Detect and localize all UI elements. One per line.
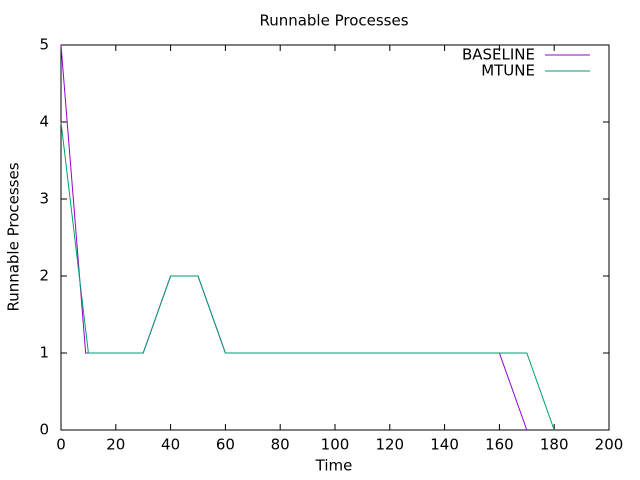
legend-label: MTUNE xyxy=(481,62,535,80)
x-tick-label: 60 xyxy=(216,436,235,454)
x-tick-label: 120 xyxy=(375,436,404,454)
y-tick-label: 4 xyxy=(39,113,49,131)
y-axis-label: Runnable Processes xyxy=(5,162,23,311)
series-line xyxy=(60,44,528,431)
y-tick-label: 5 xyxy=(39,36,49,54)
x-tick-label: 80 xyxy=(271,436,290,454)
y-tick-label: 1 xyxy=(39,344,49,362)
y-tick-label: 2 xyxy=(39,267,49,285)
x-tick-label: 100 xyxy=(321,436,350,454)
x-axis-label: Time xyxy=(315,457,353,475)
legend-label: BASELINE xyxy=(462,46,535,64)
series-line xyxy=(60,121,555,431)
chart-title: Runnable Processes xyxy=(259,12,408,30)
y-tick-label: 0 xyxy=(39,421,49,439)
x-tick-label: 160 xyxy=(485,436,514,454)
x-tick-label: 20 xyxy=(106,436,125,454)
x-tick-label: 0 xyxy=(56,436,66,454)
x-tick-label: 40 xyxy=(161,436,180,454)
x-tick-label: 140 xyxy=(430,436,459,454)
plot-frame xyxy=(60,44,610,431)
x-tick-label: 200 xyxy=(595,436,624,454)
x-tick-label: 180 xyxy=(540,436,569,454)
y-tick-label: 3 xyxy=(39,190,49,208)
